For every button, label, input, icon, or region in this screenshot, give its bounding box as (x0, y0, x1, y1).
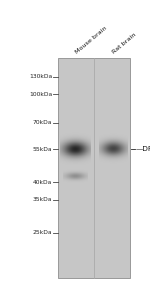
Text: 25kDa: 25kDa (33, 230, 52, 235)
Text: Rat brain: Rat brain (112, 32, 137, 55)
Text: 40kDa: 40kDa (33, 180, 52, 185)
Text: 70kDa: 70kDa (33, 120, 52, 125)
Text: 55kDa: 55kDa (33, 147, 52, 152)
Text: 35kDa: 35kDa (33, 197, 52, 202)
Text: 130kDa: 130kDa (29, 74, 52, 79)
Text: 100kDa: 100kDa (29, 92, 52, 97)
Text: —DRD4: —DRD4 (136, 146, 150, 152)
Bar (58, 58, 130, 278)
Text: Mouse brain: Mouse brain (74, 26, 108, 55)
